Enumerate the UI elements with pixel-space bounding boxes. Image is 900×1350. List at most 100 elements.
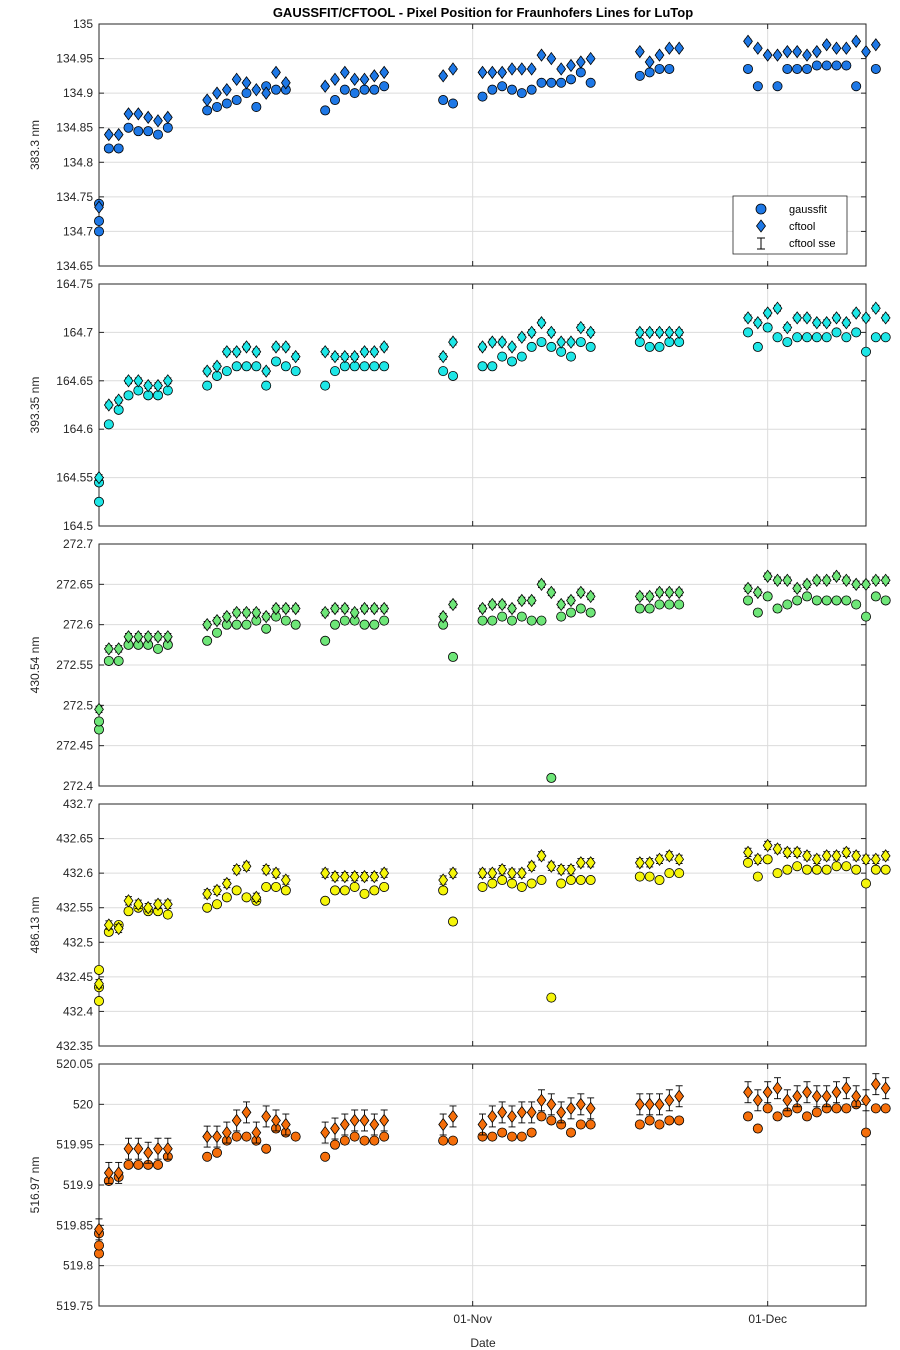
y-tick-label: 134.7: [63, 224, 93, 238]
axes-box: [98, 803, 867, 1047]
cftool-point: [349, 605, 360, 620]
cftool-point: [841, 41, 852, 55]
cftool-point: [762, 569, 773, 583]
gaussfit-point: [349, 881, 360, 892]
gaussfit-point: [123, 122, 134, 133]
cftool-point: [792, 311, 803, 325]
cftool-point: [575, 856, 586, 870]
cftool-point: [634, 44, 645, 59]
cftool-point: [536, 849, 547, 863]
gaussfit-point: [575, 1119, 586, 1130]
cftool-point: [261, 1109, 272, 1124]
y-tick-label: 164.65: [56, 374, 93, 388]
gaussfit-point: [585, 341, 596, 352]
cftool-point: [861, 44, 871, 59]
cftool-point: [575, 320, 586, 335]
cftool-point: [94, 1222, 104, 1237]
gaussfit-point: [752, 871, 763, 882]
cftool-point: [359, 345, 370, 359]
gaussfit-point: [546, 341, 557, 352]
gaussfit-point: [566, 74, 577, 85]
gaussfit-point: [546, 1115, 557, 1126]
gaussfit-point: [261, 623, 272, 634]
cftool-point: [113, 127, 124, 142]
cftool-point: [477, 866, 488, 880]
gaussfit-point: [477, 881, 488, 892]
gaussfit-point: [438, 366, 449, 377]
y-tick-label: 272.45: [56, 739, 93, 753]
cftool-point: [831, 311, 842, 325]
cftool-point: [221, 609, 232, 624]
gaussfit-point: [870, 591, 881, 602]
cftool-point: [644, 856, 655, 870]
cftool-point: [448, 62, 458, 76]
legend-label-sse: cftool sse: [789, 238, 835, 250]
x-tick-label-nov: 01-Nov: [453, 1312, 492, 1326]
gaussfit-point: [113, 143, 124, 154]
gaussfit-point: [546, 772, 557, 783]
gaussfit-point: [674, 599, 685, 610]
gaussfit-point: [851, 327, 862, 338]
gaussfit-point: [644, 341, 655, 352]
gaussfit-point: [526, 341, 537, 352]
cftool-point: [752, 41, 763, 55]
gaussfit-point: [792, 595, 803, 606]
gaussfit-point: [516, 88, 527, 99]
cftool-point: [743, 34, 753, 48]
cftool-point: [153, 897, 163, 911]
gaussfit-point: [487, 615, 498, 626]
cftool-point: [113, 1166, 124, 1180]
gaussfit-point: [320, 635, 331, 646]
cftool-point: [153, 1142, 163, 1156]
y-tick-label: 164.75: [56, 277, 93, 291]
gaussfit-point: [536, 77, 547, 88]
cftool-point: [585, 589, 596, 604]
gaussfit-point: [477, 91, 488, 102]
gaussfit-point: [880, 332, 891, 343]
cftool-point: [94, 200, 104, 214]
cftool-point: [251, 605, 262, 620]
panel-4: 432.35 432.4 432.45 432.5 432.55 432.6 432.65 4…: [28, 797, 891, 1053]
cftool-point: [271, 340, 281, 354]
cftool-point: [851, 577, 862, 592]
cftool-point: [841, 573, 852, 587]
cftool-point: [153, 114, 163, 128]
gaussfit-point: [821, 595, 832, 606]
cftool-point: [802, 577, 812, 592]
gaussfit-point: [762, 1103, 773, 1114]
gaussfit-point: [359, 361, 370, 372]
gaussfit-point: [379, 361, 390, 372]
cftool-point: [762, 48, 773, 62]
cftool-point: [330, 1121, 340, 1136]
cftool-point: [359, 869, 370, 884]
y-tick-label: 134.75: [56, 190, 93, 204]
gaussfit-point: [202, 105, 213, 116]
gaussfit-point: [654, 63, 665, 74]
cftool-point: [743, 311, 753, 325]
gaussfit-point: [261, 881, 272, 892]
cftool-point: [359, 72, 370, 86]
gaussfit-point: [329, 1139, 340, 1150]
gaussfit-point: [94, 996, 105, 1007]
gaussfit-point: [202, 380, 213, 391]
gaussfit-point: [202, 635, 213, 646]
cftool-point: [575, 55, 586, 69]
cftool-point: [644, 325, 655, 340]
cftool-point: [634, 1097, 645, 1112]
cftool-point: [566, 335, 576, 349]
gaussfit-point: [329, 619, 340, 630]
cftool-point: [94, 977, 104, 991]
gaussfit-point: [585, 875, 596, 886]
y-tick-label: 432.6: [63, 866, 93, 880]
y-tick-label: 519.75: [56, 1299, 93, 1313]
gaussfit-point: [202, 1151, 213, 1162]
cftool-point: [103, 127, 114, 142]
gaussfit-point: [841, 60, 852, 71]
y-tick-label: 135: [73, 17, 93, 31]
cftool-point: [143, 630, 154, 644]
cftool-point: [772, 842, 783, 856]
cftool-point: [379, 601, 390, 616]
gaussfit-point: [241, 619, 252, 630]
cftool-point: [644, 589, 655, 604]
